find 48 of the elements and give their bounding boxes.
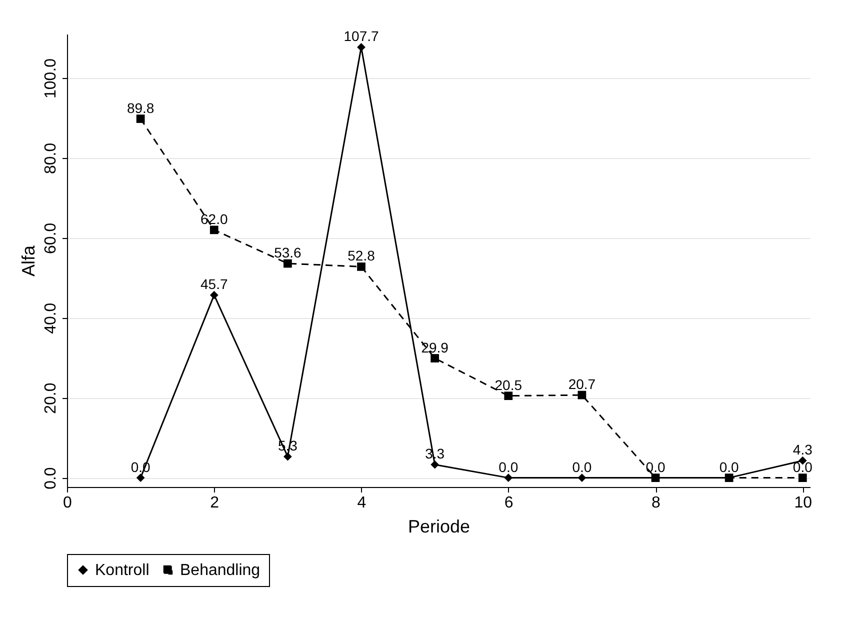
data-label: 52.8 — [348, 248, 376, 264]
y-tick-label: 100.0 — [42, 58, 60, 99]
x-tick-label: 10 — [794, 494, 812, 512]
point — [798, 474, 807, 482]
data-label: 20.5 — [494, 376, 522, 393]
x-tick-label: 2 — [210, 494, 220, 512]
point — [430, 354, 440, 362]
legend-label: Behandling — [180, 562, 260, 579]
point — [578, 474, 586, 482]
point — [136, 114, 145, 123]
point — [357, 43, 366, 52]
y-tick-label: 40.0 — [42, 302, 60, 334]
y-tick-label: 60.0 — [42, 222, 60, 254]
point — [210, 290, 218, 300]
point — [578, 390, 586, 400]
point — [724, 474, 734, 482]
x-axis-title: Periode — [408, 516, 470, 536]
data-label: 0.0 — [498, 458, 518, 475]
y-tick-label: 80.0 — [42, 142, 60, 174]
x-tick-label: 8 — [652, 494, 661, 512]
point — [430, 460, 440, 469]
legend-label: Kontroll — [95, 562, 150, 579]
data-label: 20.7 — [568, 376, 596, 392]
point — [357, 262, 366, 271]
x-tick-label: 4 — [357, 494, 366, 512]
data-label: 107.7 — [344, 28, 379, 44]
point — [210, 226, 218, 234]
point — [284, 452, 292, 461]
data-label: 45.7 — [200, 276, 228, 292]
data-label: 4.3 — [792, 442, 813, 458]
data-label: 0.0 — [646, 458, 666, 475]
point — [284, 259, 292, 268]
y-tick-label: 0.0 — [42, 467, 60, 490]
point — [651, 474, 660, 482]
data-label: 29.9 — [421, 339, 449, 356]
data-label: 0.0 — [792, 458, 813, 475]
x-tick-label: 0 — [63, 494, 72, 512]
point — [136, 474, 145, 482]
x-tick-label: 6 — [504, 494, 514, 512]
y-axis-title: Alfa — [18, 244, 38, 277]
data-label: 62.0 — [200, 210, 228, 227]
y-tick-label: 20.0 — [42, 382, 60, 414]
data-label: 89.8 — [126, 100, 154, 116]
data-label: 0.0 — [572, 458, 592, 475]
data-label: 53.6 — [274, 244, 302, 260]
point — [504, 392, 513, 400]
point — [504, 474, 513, 482]
data-label: 0.0 — [719, 458, 740, 475]
